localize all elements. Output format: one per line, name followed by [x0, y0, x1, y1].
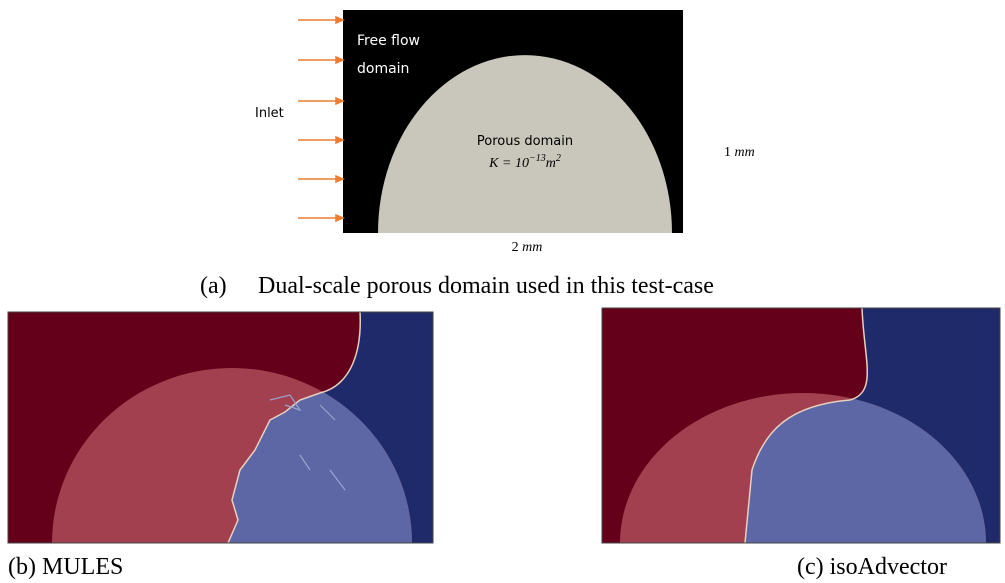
- width-label: 2 mm: [512, 240, 543, 255]
- width-unit: mm: [522, 240, 542, 255]
- panel-a: Inlet Free flow domain Porous domain K =…: [200, 10, 755, 299]
- figure: Inlet Free flow domain Porous domain K =…: [0, 0, 1005, 583]
- inlet-label: Inlet: [255, 106, 284, 121]
- caption-letter: (a): [200, 273, 227, 299]
- permeability: K = 10−13m2: [488, 153, 561, 171]
- porous-label: Porous domain: [477, 134, 573, 149]
- permeability-base: K = 10: [488, 156, 529, 171]
- height-value: 1: [724, 145, 731, 160]
- caption: Dual-scale porous domain used in this te…: [258, 273, 714, 299]
- panel-b: (b) MULES: [8, 312, 433, 580]
- permeability-unit-exp: 2: [556, 153, 561, 164]
- permeability-exp: −13: [529, 153, 546, 164]
- caption: (c) isoAdvector: [797, 554, 947, 580]
- height-unit: mm: [735, 145, 755, 160]
- permeability-unit: m: [546, 156, 556, 171]
- width-value: 2: [512, 240, 519, 255]
- inlet-arrows: [298, 17, 343, 221]
- free-flow-label: Free flow: [357, 33, 420, 49]
- height-label: 1 mm: [724, 145, 755, 160]
- caption: (b) MULES: [8, 554, 123, 580]
- free-flow-label: domain: [357, 61, 409, 77]
- panel-c: (c) isoAdvector: [602, 308, 1000, 580]
